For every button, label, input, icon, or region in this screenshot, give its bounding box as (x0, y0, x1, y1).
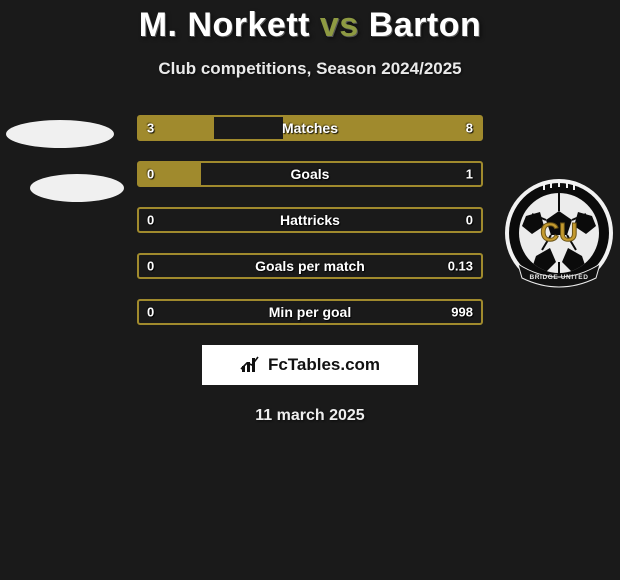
brand-text: FcTables.com (268, 355, 380, 375)
stat-value-left: 0 (147, 259, 154, 274)
page-title: M. Norkett vs Barton (0, 6, 620, 45)
subtitle: Club competitions, Season 2024/2025 (0, 59, 620, 79)
stat-value-left: 0 (147, 167, 154, 182)
bar-chart-icon (240, 356, 262, 374)
stat-value-right: 1 (466, 167, 473, 182)
player1-name: M. Norkett (139, 6, 310, 44)
stat-value-right: 0 (466, 213, 473, 228)
stat-label: Min per goal (269, 304, 351, 320)
stat-value-right: 998 (451, 305, 473, 320)
stat-value-left: 0 (147, 213, 154, 228)
stat-row-matches: 3 Matches 8 (137, 115, 483, 141)
stats-table: 3 Matches 8 0 Goals 1 0 Hattricks 0 0 Go… (137, 115, 483, 325)
stat-label: Goals per match (255, 258, 365, 274)
brand-badge[interactable]: FcTables.com (202, 345, 418, 385)
stat-label: Goals (291, 166, 330, 182)
stat-row-goals-per-match: 0 Goals per match 0.13 (137, 253, 483, 279)
date-label: 11 march 2025 (0, 407, 620, 425)
stat-row-hattricks: 0 Hattricks 0 (137, 207, 483, 233)
stat-row-min-per-goal: 0 Min per goal 998 (137, 299, 483, 325)
stat-row-goals: 0 Goals 1 (137, 161, 483, 187)
stat-value-left: 3 (147, 121, 154, 136)
stat-value-left: 0 (147, 305, 154, 320)
player2-name: Barton (369, 6, 482, 44)
stat-label: Hattricks (280, 212, 340, 228)
vs-separator: vs (320, 6, 359, 44)
stat-label: Matches (282, 120, 338, 136)
stat-value-right: 8 (466, 121, 473, 136)
stat-value-right: 0.13 (448, 259, 473, 274)
